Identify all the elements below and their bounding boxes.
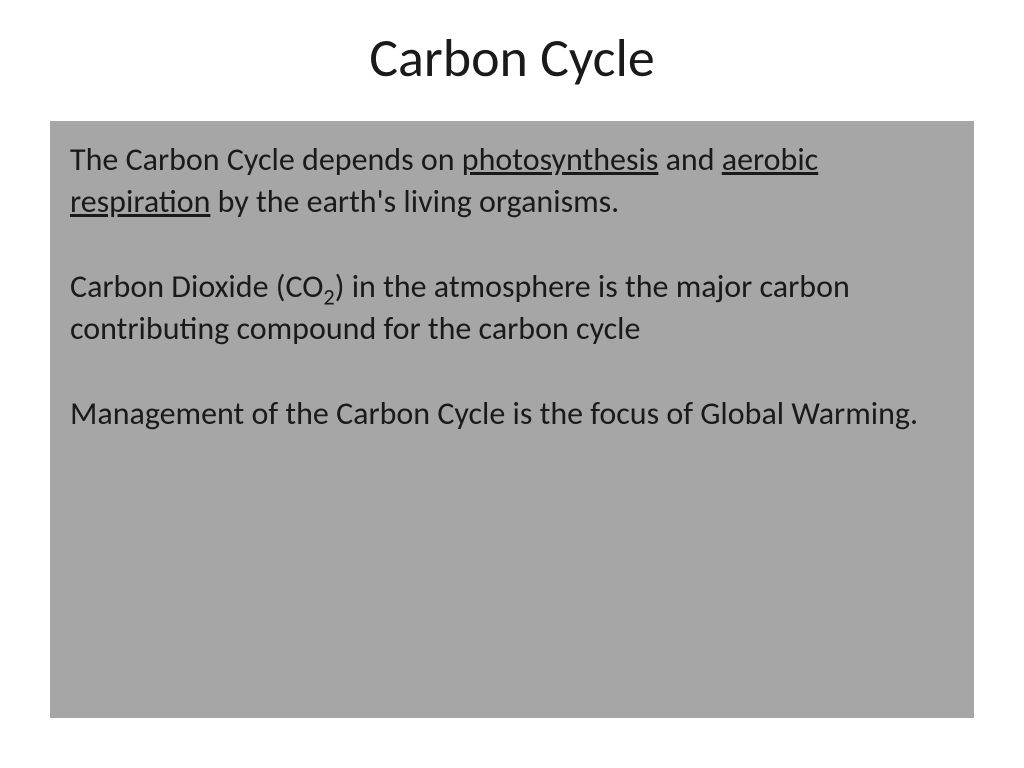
- paragraph-1: The Carbon Cycle depends on photosynthes…: [70, 139, 954, 222]
- p1-text-2: and: [658, 140, 721, 179]
- content-box: The Carbon Cycle depends on photosynthes…: [50, 121, 974, 718]
- p1-underline-1: photosynthesis: [462, 140, 659, 179]
- p2-subscript: 2: [323, 285, 334, 312]
- slide-container: Carbon Cycle The Carbon Cycle depends on…: [0, 0, 1024, 768]
- p1-text-3: by the earth's living organisms.: [210, 182, 619, 221]
- slide-title: Carbon Cycle: [50, 25, 974, 91]
- paragraph-2: Carbon Dioxide (CO2) in the atmosphere i…: [70, 266, 954, 349]
- p1-text-1: The Carbon Cycle depends on: [70, 140, 462, 179]
- p2-text-1: Carbon Dioxide (CO: [70, 267, 323, 306]
- paragraph-3: Management of the Carbon Cycle is the fo…: [70, 393, 954, 435]
